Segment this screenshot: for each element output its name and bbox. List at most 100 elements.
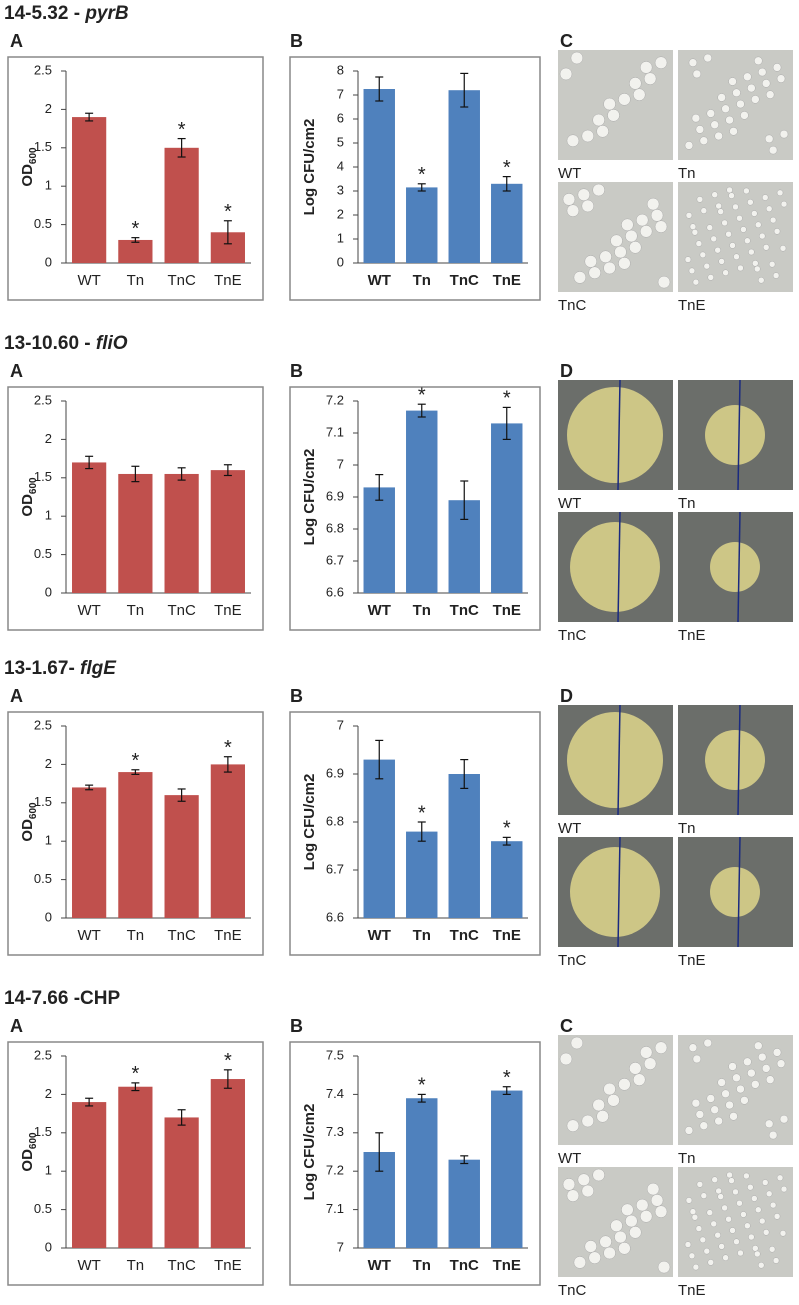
colony xyxy=(711,191,718,198)
colony xyxy=(768,1246,776,1253)
colony xyxy=(737,1249,744,1257)
y-tick-label: 6.8 xyxy=(326,813,344,828)
y-tick-label: 0 xyxy=(337,254,344,269)
colony xyxy=(689,1208,697,1215)
y-axis-label: OD600 xyxy=(19,477,39,517)
colony xyxy=(603,1246,616,1260)
x-tick-label: TnC xyxy=(450,602,479,619)
error-bar xyxy=(85,455,94,470)
colony xyxy=(765,1075,775,1084)
x-tick-label: TnC xyxy=(167,602,196,619)
bar xyxy=(72,1102,107,1248)
x-tick-label: TnC xyxy=(167,927,196,944)
error-bar xyxy=(460,1155,469,1165)
colony xyxy=(754,265,761,273)
y-tick-label: 5 xyxy=(337,134,344,149)
colony xyxy=(740,1096,749,1105)
photo xyxy=(678,182,793,292)
x-tick-label: WT xyxy=(77,602,100,619)
y-tick-label: 2 xyxy=(45,1086,52,1101)
photo xyxy=(558,836,673,948)
colony xyxy=(566,1119,580,1132)
colony xyxy=(752,260,759,267)
colony xyxy=(625,1214,638,1228)
colony xyxy=(688,1043,698,1052)
colony xyxy=(603,261,616,275)
y-tick-label: 2 xyxy=(45,101,52,116)
colony xyxy=(621,218,634,232)
significance-star: * xyxy=(503,157,511,179)
y-tick-label: 7.2 xyxy=(326,392,344,407)
colony xyxy=(603,97,616,111)
colony xyxy=(635,1198,649,1212)
chart-frame xyxy=(289,711,541,956)
colony xyxy=(711,1176,718,1183)
colony xyxy=(772,272,780,279)
colony xyxy=(717,208,724,215)
colony xyxy=(736,214,743,222)
bar xyxy=(210,470,245,593)
x-tick-label: Tn xyxy=(413,1257,431,1274)
error-bar xyxy=(177,788,186,802)
marker-line xyxy=(617,379,621,491)
colony xyxy=(577,1173,591,1186)
colony xyxy=(706,1094,715,1103)
colony xyxy=(755,1206,762,1214)
colony xyxy=(714,131,723,141)
colony xyxy=(581,1114,595,1128)
colony xyxy=(710,235,717,243)
colony xyxy=(729,1112,738,1121)
colony xyxy=(744,1222,751,1230)
colony xyxy=(633,88,646,101)
colony xyxy=(610,234,623,248)
panel-letter: B xyxy=(290,686,303,706)
y-tick-label: 1.5 xyxy=(34,469,52,484)
significance-star: * xyxy=(178,119,186,141)
colony xyxy=(607,1094,620,1107)
marker-line xyxy=(617,704,621,816)
x-tick-label: Tn xyxy=(127,272,145,289)
panel-letter: B xyxy=(290,361,303,381)
error-bar xyxy=(375,739,384,780)
colony xyxy=(654,1205,668,1218)
photo xyxy=(558,1167,673,1277)
y-label-sub: 600 xyxy=(28,477,39,494)
swarm-zone xyxy=(710,542,760,592)
colony xyxy=(706,1209,714,1216)
colony xyxy=(685,212,693,219)
colony xyxy=(765,90,775,99)
colony xyxy=(764,1119,774,1129)
colony xyxy=(650,1194,664,1207)
x-tick-label: Tn xyxy=(127,927,145,944)
y-tick-label: 7.2 xyxy=(326,1163,344,1178)
y-tick-label: 2.5 xyxy=(34,62,52,77)
colony xyxy=(728,1177,735,1184)
x-tick-label: WT xyxy=(368,927,391,944)
colony xyxy=(584,1240,597,1253)
significance-star: * xyxy=(224,737,232,759)
significance-star: * xyxy=(418,1075,426,1097)
bar xyxy=(210,764,245,918)
colony xyxy=(684,141,694,150)
colony xyxy=(596,1110,609,1123)
y-tick-label: 6.6 xyxy=(326,909,344,924)
x-tick-label: Tn xyxy=(413,272,431,289)
y-tick-label: 2 xyxy=(45,756,52,771)
panel-letter: B xyxy=(290,31,303,51)
y-tick-label: 6.9 xyxy=(326,765,344,780)
colony xyxy=(769,216,777,224)
colony xyxy=(728,77,737,86)
colony xyxy=(646,197,660,211)
y-tick-label: 1.5 xyxy=(34,139,52,154)
colony xyxy=(773,228,781,235)
colony xyxy=(717,1193,724,1200)
y-tick-label: 2.5 xyxy=(34,1047,52,1062)
error-bar xyxy=(177,137,186,158)
y-label-main: Log CFU/cm2 xyxy=(301,1104,318,1201)
bar xyxy=(491,841,523,918)
colony xyxy=(717,1078,726,1087)
y-label-main: Log CFU/cm2 xyxy=(301,449,318,546)
x-tick-label: WT xyxy=(77,1257,100,1274)
colony xyxy=(732,203,739,211)
x-tick-label: TnC xyxy=(450,1257,479,1274)
